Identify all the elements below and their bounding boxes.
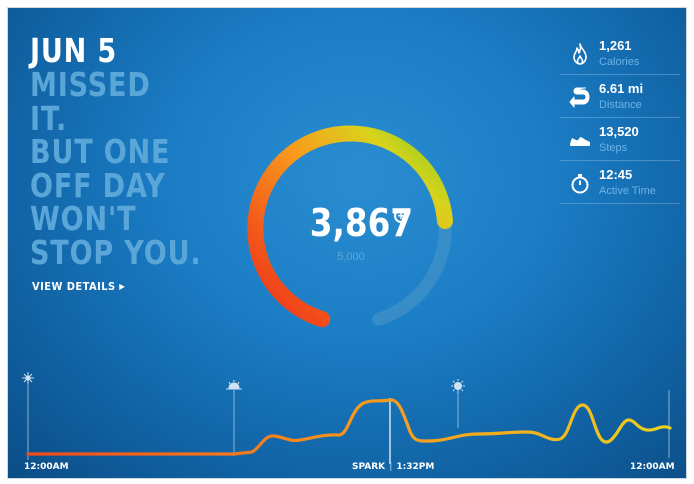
stat-active-time: 12:45 Active Time: [560, 160, 680, 204]
calories-value: 1,261: [599, 38, 632, 53]
night-icon: [22, 372, 34, 384]
stat-distance: 6.61 mi Distance: [560, 74, 680, 117]
distance-road-icon: [569, 87, 590, 108]
active-time-value: 12:45: [599, 167, 633, 182]
ring-track: [372, 214, 452, 326]
message-line: IT.: [30, 98, 68, 138]
activity-timeline: [22, 372, 672, 464]
ring-progress: [247, 125, 453, 328]
spark-label: SPARK | 1:32PM: [352, 462, 434, 472]
spark-time: 1:32PM: [396, 462, 435, 472]
steps-value: 13,520: [599, 124, 639, 139]
motivation-message: MISSED IT. BUT ONE OFF DAY WON'T STOP YO…: [30, 68, 201, 270]
message-line: STOP YOU.: [30, 232, 202, 272]
message-line: MISSED: [30, 65, 151, 104]
shoe-icon: [570, 137, 590, 146]
sunrise-icon: [226, 380, 242, 390]
distance-value: 6.61 mi: [599, 81, 644, 96]
steps-label: Steps: [599, 142, 628, 154]
stats-panel: 1,261 Calories 6.61 mi Distance 13,520 S…: [560, 32, 680, 204]
plus-icon[interactable]: +: [394, 209, 408, 223]
message-line: BUT ONE: [30, 132, 171, 172]
calories-label: Calories: [599, 56, 640, 68]
flame-icon: [573, 43, 587, 65]
stat-calories: 1,261 Calories: [560, 32, 680, 74]
view-details-link[interactable]: VIEW DETAILS ▶: [32, 280, 125, 293]
fuel-goal: 5,000: [337, 251, 365, 263]
message-line: WON'T: [30, 199, 137, 239]
stat-steps: 13,520 Steps: [560, 117, 680, 160]
moon-icon: [665, 376, 671, 388]
timeline-end-label: 12:00AM: [630, 462, 675, 472]
message-line: OFF DAY: [30, 165, 166, 205]
separator: |: [389, 462, 393, 472]
sun-icon: [451, 379, 465, 393]
date-heading: JUN 5: [30, 31, 118, 70]
activity-line: [26, 398, 672, 456]
active-time-label: Active Time: [599, 185, 656, 197]
fuel-value: 3,867: [309, 201, 414, 245]
stopwatch-icon: [571, 174, 589, 194]
distance-label: Distance: [599, 99, 642, 111]
arrow-right-icon: ▶: [119, 282, 126, 291]
view-details-label: VIEW DETAILS: [32, 280, 116, 293]
fuelband-day-screen: JUN 5 MISSED IT. BUT ONE OFF DAY WON'T S…: [8, 8, 686, 478]
fuel-progress-ring: [247, 125, 453, 328]
spark-text: SPARK: [352, 462, 386, 472]
timeline-start-label: 12:00AM: [24, 462, 69, 472]
